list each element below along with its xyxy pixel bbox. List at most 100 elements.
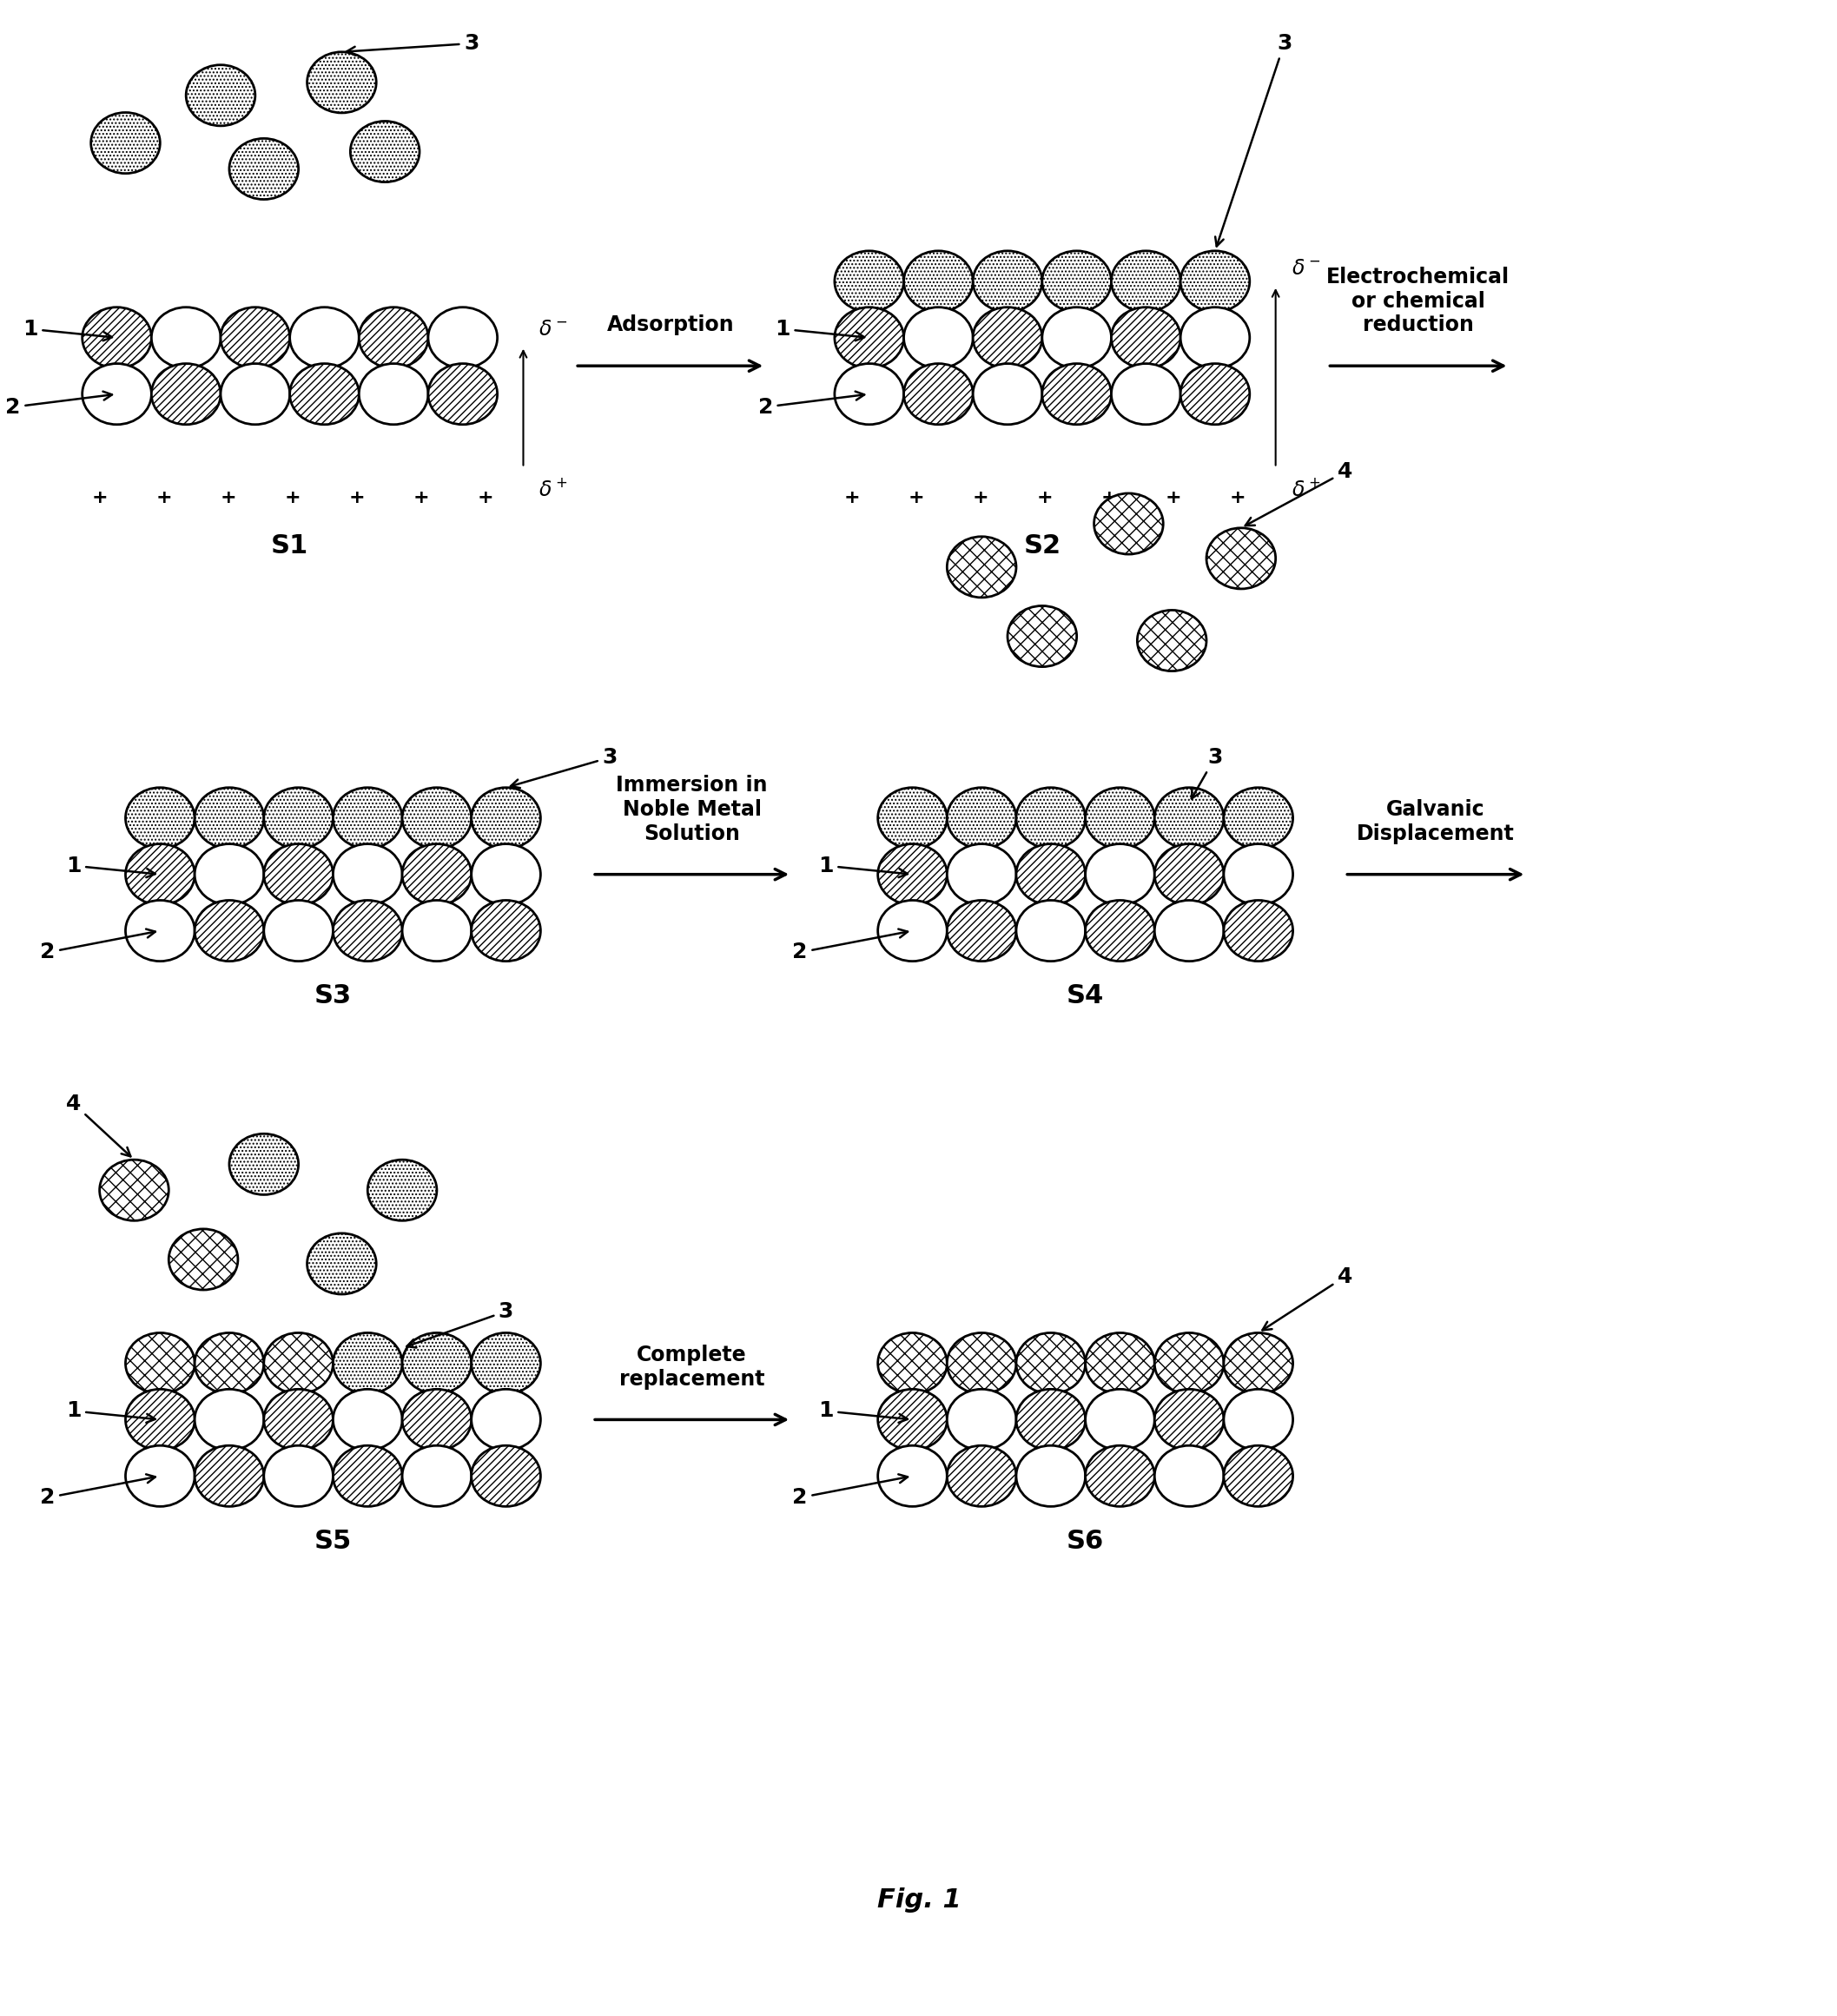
Ellipse shape <box>195 1389 265 1450</box>
Text: $\delta^-$: $\delta^-$ <box>538 319 568 339</box>
Ellipse shape <box>1223 845 1293 905</box>
Text: 2: 2 <box>792 1474 907 1508</box>
Ellipse shape <box>472 901 540 962</box>
Text: 4: 4 <box>1262 1266 1352 1331</box>
Ellipse shape <box>904 250 974 312</box>
Ellipse shape <box>948 536 1016 597</box>
Text: +: + <box>156 490 173 506</box>
Ellipse shape <box>402 1445 472 1506</box>
Ellipse shape <box>402 788 472 849</box>
Ellipse shape <box>265 1389 332 1450</box>
Text: +: + <box>907 490 924 506</box>
Ellipse shape <box>332 1445 402 1506</box>
Ellipse shape <box>1095 494 1163 554</box>
Text: Immersion in
Noble Metal
Solution: Immersion in Noble Metal Solution <box>615 774 768 845</box>
Ellipse shape <box>1111 250 1181 312</box>
Text: 3: 3 <box>511 748 617 788</box>
Ellipse shape <box>220 363 290 425</box>
Ellipse shape <box>974 363 1042 425</box>
Ellipse shape <box>90 113 160 173</box>
Ellipse shape <box>358 363 428 425</box>
Ellipse shape <box>1154 1389 1223 1450</box>
Ellipse shape <box>948 845 1016 905</box>
Ellipse shape <box>1181 363 1249 425</box>
Text: S3: S3 <box>314 984 351 1008</box>
Ellipse shape <box>307 1234 377 1294</box>
Ellipse shape <box>428 363 498 425</box>
Text: +: + <box>1229 490 1245 506</box>
Ellipse shape <box>948 1333 1016 1393</box>
Text: 2: 2 <box>40 1474 156 1508</box>
Ellipse shape <box>265 788 332 849</box>
Ellipse shape <box>1223 788 1293 849</box>
Ellipse shape <box>1016 1333 1086 1393</box>
Text: Electrochemical
or chemical
reduction: Electrochemical or chemical reduction <box>1326 266 1510 335</box>
Ellipse shape <box>332 845 402 905</box>
Ellipse shape <box>83 306 151 369</box>
Text: Adsorption: Adsorption <box>606 314 735 335</box>
Text: +: + <box>413 490 430 506</box>
Ellipse shape <box>1154 788 1223 849</box>
Ellipse shape <box>1086 788 1154 849</box>
Text: 2: 2 <box>6 391 112 417</box>
Text: +: + <box>285 490 301 506</box>
Ellipse shape <box>265 1445 332 1506</box>
Ellipse shape <box>1154 1333 1223 1393</box>
Ellipse shape <box>332 901 402 962</box>
Ellipse shape <box>83 363 151 425</box>
Ellipse shape <box>1223 1445 1293 1506</box>
Text: 4: 4 <box>66 1093 130 1157</box>
Ellipse shape <box>1137 611 1207 671</box>
Text: +: + <box>843 490 860 506</box>
Ellipse shape <box>195 901 265 962</box>
Ellipse shape <box>195 788 265 849</box>
Text: Fig. 1: Fig. 1 <box>876 1887 961 1913</box>
Ellipse shape <box>1223 901 1293 962</box>
Ellipse shape <box>402 901 472 962</box>
Text: 3: 3 <box>347 32 479 54</box>
Ellipse shape <box>195 1445 265 1506</box>
Ellipse shape <box>402 1333 472 1393</box>
Text: S5: S5 <box>314 1528 353 1554</box>
Text: +: + <box>220 490 237 506</box>
Ellipse shape <box>904 363 974 425</box>
Ellipse shape <box>1207 528 1275 589</box>
Ellipse shape <box>307 52 377 113</box>
Ellipse shape <box>151 363 220 425</box>
Ellipse shape <box>974 306 1042 369</box>
Ellipse shape <box>195 845 265 905</box>
Text: $\delta^+$: $\delta^+$ <box>1291 478 1321 500</box>
Text: 3: 3 <box>406 1300 514 1347</box>
Ellipse shape <box>125 1333 195 1393</box>
Ellipse shape <box>1016 901 1086 962</box>
Ellipse shape <box>878 1445 948 1506</box>
Text: S4: S4 <box>1067 984 1104 1008</box>
Ellipse shape <box>1111 363 1181 425</box>
Ellipse shape <box>878 788 948 849</box>
Ellipse shape <box>1181 250 1249 312</box>
Ellipse shape <box>1154 901 1223 962</box>
Ellipse shape <box>472 845 540 905</box>
Text: +: + <box>1100 490 1117 506</box>
Ellipse shape <box>948 1445 1016 1506</box>
Ellipse shape <box>1223 1389 1293 1450</box>
Ellipse shape <box>1016 788 1086 849</box>
Ellipse shape <box>834 306 904 369</box>
Text: 2: 2 <box>759 391 865 417</box>
Ellipse shape <box>125 1389 195 1450</box>
Ellipse shape <box>1181 306 1249 369</box>
Text: S1: S1 <box>272 532 309 558</box>
Ellipse shape <box>1042 306 1111 369</box>
Text: +: + <box>1165 490 1181 506</box>
Ellipse shape <box>367 1159 437 1220</box>
Text: Galvanic
Displacement: Galvanic Displacement <box>1358 798 1514 845</box>
Ellipse shape <box>125 901 195 962</box>
Text: 1: 1 <box>66 1401 156 1423</box>
Text: +: + <box>972 490 988 506</box>
Text: 1: 1 <box>775 319 865 341</box>
Ellipse shape <box>99 1159 169 1220</box>
Ellipse shape <box>332 1389 402 1450</box>
Ellipse shape <box>230 139 298 200</box>
Text: Complete
replacement: Complete replacement <box>619 1345 764 1389</box>
Ellipse shape <box>878 845 948 905</box>
